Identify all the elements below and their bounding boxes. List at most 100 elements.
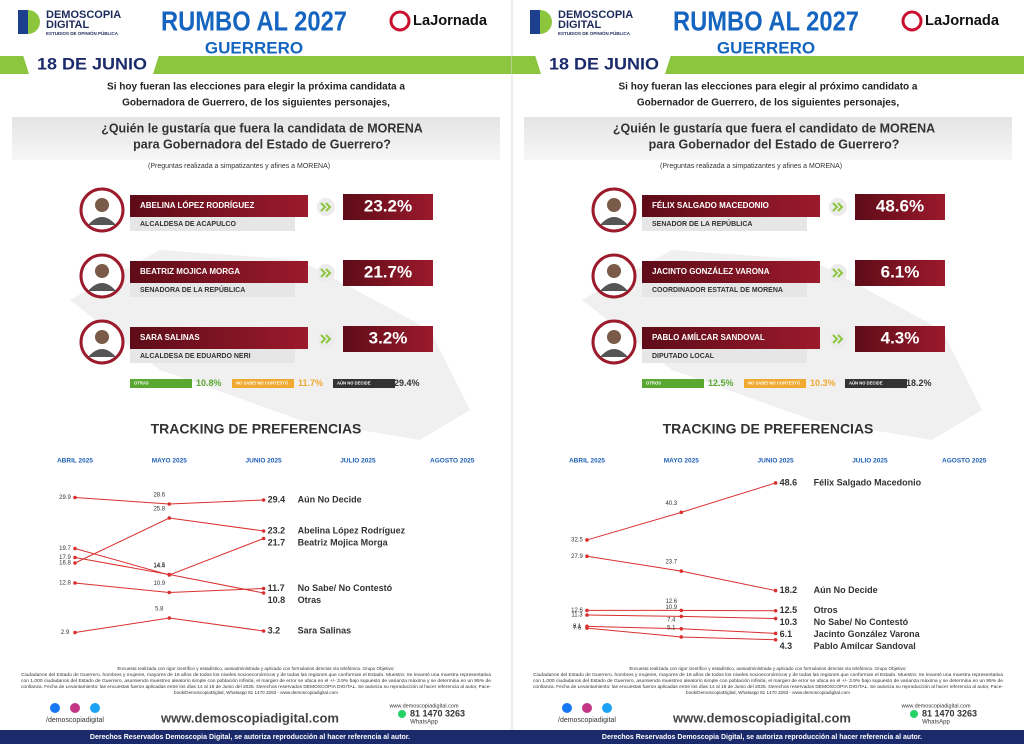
series-name: Otras <box>298 595 322 605</box>
series-name: Sara Salinas <box>298 625 352 635</box>
date-tab <box>22 52 160 77</box>
candidate-pct: 6.1% <box>881 262 920 281</box>
photo-body <box>600 283 628 291</box>
intro: Si hoy fueran las elecciones para elegir… <box>619 82 918 93</box>
point-label: 8.1 <box>573 624 582 630</box>
fine-print: Encuesta realizada con rigor científico … <box>629 666 906 671</box>
logo-icon <box>18 10 28 34</box>
others-label: OTRAS <box>134 381 149 386</box>
point-label: 17.9 <box>59 555 71 561</box>
series-name: No Sabe/ No Contestó <box>814 617 909 627</box>
site-small: www.demoscopiadigital.com <box>388 703 459 709</box>
trend-line <box>74 538 264 576</box>
arrow <box>320 334 332 344</box>
point-label: 12.6 <box>665 599 677 605</box>
end-value: 6.1 <box>780 629 793 639</box>
website: www.demoscopiadigital.com <box>672 710 851 725</box>
photo-body <box>600 217 628 225</box>
trend-point <box>167 502 172 506</box>
trend-point <box>261 586 266 591</box>
trend-point <box>679 569 684 573</box>
brand: DIGITAL <box>558 19 601 31</box>
candidate-pct: 21.7% <box>364 262 412 281</box>
trend-line <box>74 617 264 633</box>
date: 18 DE JUNIO <box>37 54 147 73</box>
pct-box <box>855 260 945 286</box>
photo-head <box>607 264 621 278</box>
series-name: Otros <box>814 605 838 615</box>
others-pct: 18.2% <box>906 378 932 388</box>
end-value: 29.4 <box>268 494 286 504</box>
arrow <box>320 268 332 278</box>
month-label: ABRIL 2025 <box>57 458 93 465</box>
end-value: 21.7 <box>268 537 286 547</box>
role-bar <box>642 217 807 231</box>
fine-print: confianza. Fecha de Levantamiento: las e… <box>21 684 491 689</box>
whatsapp-icon <box>910 710 918 718</box>
trend-point <box>679 510 684 515</box>
candidate-role: SENADORA DE LA REPÚBLICA <box>140 285 245 294</box>
point-label: 27.9 <box>571 554 583 560</box>
fine-print: Ciudadanos del Estado de Guerrero, hombr… <box>21 672 491 677</box>
pct-box <box>343 194 433 220</box>
pct-box <box>343 260 433 286</box>
trend-point <box>585 554 589 559</box>
month-label: MAYO 2025 <box>664 458 700 465</box>
fine-print: book/DemoscopiaDigital, Whatsapp 81 1470… <box>686 690 850 695</box>
point-label: 28.6 <box>153 493 165 499</box>
series-name: Abelina López Rodríguez <box>298 525 406 535</box>
point-label: 12.6 <box>571 608 583 614</box>
trend-point <box>261 591 266 595</box>
photo-head <box>95 264 109 278</box>
trend-point <box>773 637 778 642</box>
candidate-pct: 23.2% <box>364 196 412 215</box>
social-icon <box>562 703 572 713</box>
trend-point <box>585 613 589 617</box>
trend-point <box>261 536 266 541</box>
candidate-role: ALCALDESA DE EDUARDO NERI <box>140 353 251 360</box>
others-bar <box>130 379 192 388</box>
trend-point <box>773 608 778 613</box>
candidate-pct: 4.3% <box>881 328 920 347</box>
trend-point <box>167 590 172 595</box>
point-label: 40.3 <box>665 501 677 507</box>
role-bar <box>130 217 295 231</box>
photo-body <box>600 349 628 357</box>
point-label: 10.9 <box>153 581 165 587</box>
rights: Derechos Reservados Demoscopia Digital, … <box>602 734 922 741</box>
photo-head <box>95 330 109 344</box>
logo-icon <box>530 10 540 34</box>
candidate-name: ABELINA LÓPEZ RODRÍGUEZ <box>140 201 254 210</box>
candidate-role: SENADOR DE LA REPÚBLICA <box>652 219 752 228</box>
month-label: AGOSTO 2025 <box>430 458 475 465</box>
arrow <box>832 334 844 344</box>
question-box <box>12 117 500 160</box>
fine-print: con 1,000 ciudadanos del Estado de Guerr… <box>533 678 1003 683</box>
others-pct: 10.3% <box>810 378 836 388</box>
role-bar <box>130 283 295 297</box>
logo-icon <box>540 10 552 34</box>
point-label: 7.4 <box>667 617 676 623</box>
series-name: No Sabe/ No Contestó <box>298 583 393 593</box>
title: RUMBO AL 2027 <box>161 5 347 36</box>
point-label: 5.1 <box>667 626 676 632</box>
partner: LaJornada <box>413 12 488 29</box>
trend-point <box>773 631 778 636</box>
trend-point <box>585 626 589 630</box>
fine-print: confianza. Fecha de Levantamiento: las e… <box>533 684 1003 689</box>
intro: Gobernador de Guerrero, de los siguiente… <box>637 98 900 109</box>
trend-point <box>73 630 77 635</box>
rights: Derechos Reservados Demoscopia Digital, … <box>90 734 410 741</box>
trend-point <box>73 581 77 585</box>
point-label: 14.4 <box>153 564 165 570</box>
intro: Gobernadora de Guerrero, de los siguient… <box>122 98 390 109</box>
series-name: Jacinto González Varona <box>814 629 921 639</box>
partner-logo <box>901 10 923 32</box>
candidate-pct: 3.2% <box>369 328 408 347</box>
photo-body <box>88 349 116 357</box>
note: (Preguntas realizada a simpatizantes y a… <box>148 163 330 170</box>
trend-point <box>167 572 172 577</box>
others-bar <box>333 379 395 388</box>
role-bar <box>642 349 807 363</box>
